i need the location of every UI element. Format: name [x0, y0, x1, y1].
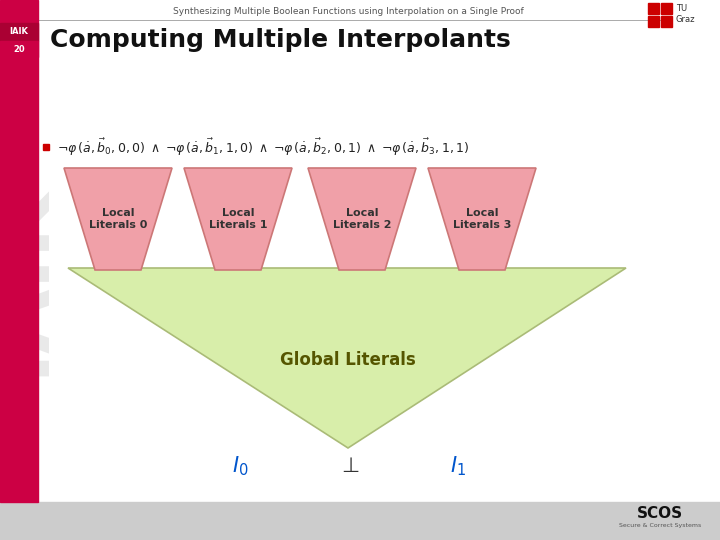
Text: $\neg\varphi\,(\dot{a},\vec{b}_0,0,0)\;\wedge\;\neg\varphi\,(\dot{a},\vec{b}_1,1: $\neg\varphi\,(\dot{a},\vec{b}_0,0,0)\;\… — [57, 137, 469, 158]
Text: SCOS: SCOS — [637, 507, 683, 522]
Polygon shape — [184, 168, 292, 270]
Text: Global Literals: Global Literals — [280, 351, 416, 369]
Bar — [661, 16, 672, 27]
Bar — [0, 502, 720, 540]
Bar — [0, 0, 38, 502]
Text: Local
Literals 3: Local Literals 3 — [453, 208, 511, 230]
Bar — [0, 41, 38, 57]
Text: Synthesizing Multiple Boolean Functions using Interpolation on a Single Proof: Synthesizing Multiple Boolean Functions … — [173, 6, 523, 16]
Polygon shape — [64, 168, 172, 270]
Bar — [648, 3, 659, 14]
Bar — [0, 23, 38, 41]
Polygon shape — [308, 168, 416, 270]
Text: IAIK: IAIK — [9, 28, 28, 37]
Text: $I_1$: $I_1$ — [450, 454, 466, 478]
Text: $\bot$: $\bot$ — [337, 456, 359, 476]
Text: Secure & Correct Systems: Secure & Correct Systems — [619, 523, 701, 529]
Polygon shape — [428, 168, 536, 270]
Polygon shape — [68, 268, 626, 448]
Bar — [648, 16, 659, 27]
Text: $I_0$: $I_0$ — [232, 454, 248, 478]
Text: Computing Multiple Interpolants: Computing Multiple Interpolants — [50, 28, 510, 52]
Text: Local
Literals 2: Local Literals 2 — [333, 208, 391, 230]
Text: 20: 20 — [13, 44, 24, 53]
Bar — [661, 3, 672, 14]
Text: IAIK: IAIK — [0, 185, 60, 375]
Text: Local
Literals 1: Local Literals 1 — [209, 208, 267, 230]
Text: TU
Graz: TU Graz — [676, 4, 696, 24]
Text: Local
Literals 0: Local Literals 0 — [89, 208, 147, 230]
